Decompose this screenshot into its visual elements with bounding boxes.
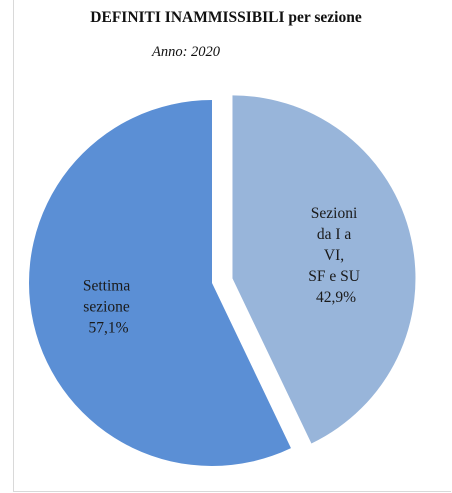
- slice-label-settima-sezione: Settima sezione 57,1%: [83, 277, 134, 336]
- chart-subtitle: Anno: 2020: [151, 44, 221, 60]
- slice-label-line: SF e SU: [308, 268, 360, 285]
- pie-slice-settima-sezione: [29, 100, 291, 466]
- chart-title: DEFINITI INAMMISSIBILI per sezione: [90, 9, 362, 26]
- slice-label-line: da I a: [317, 226, 352, 243]
- slice-label-line: Sezioni: [311, 205, 358, 222]
- chart-frame: [13, 0, 451, 492]
- slice-label-sezioni-i-vi: Sezioni da I a VI, SF e SU 42,9%: [308, 205, 364, 306]
- slice-label-line: VI,: [324, 247, 344, 264]
- pie-slice-sezioni-i-vi: [232, 95, 416, 444]
- slice-label-value: 57,1%: [88, 319, 128, 336]
- slice-label-value: 42,9%: [316, 289, 356, 306]
- slice-label-line: sezione: [83, 298, 130, 315]
- slice-label-line: Settima: [83, 277, 130, 294]
